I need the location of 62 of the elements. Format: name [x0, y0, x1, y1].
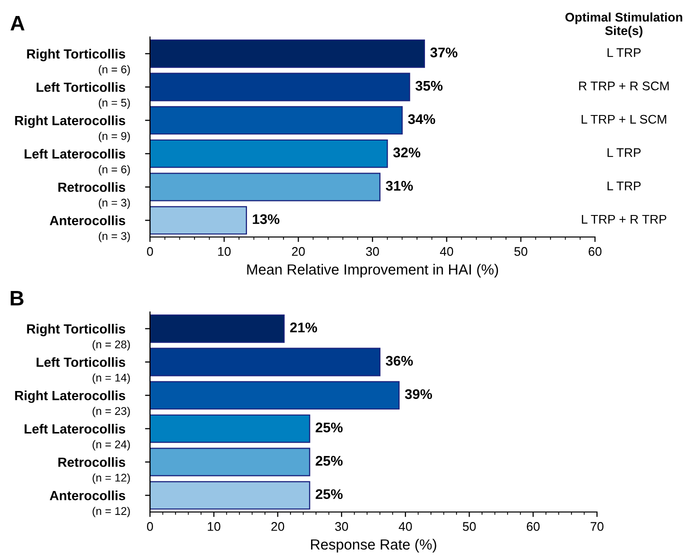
bar — [150, 139, 388, 168]
data-label: 32% — [393, 148, 420, 158]
text: L TRP — [608, 148, 641, 157]
bar — [150, 206, 247, 235]
data-label: 39% — [404, 389, 432, 400]
text: L TRP — [608, 182, 641, 190]
x-tick-label: 40 — [440, 247, 454, 256]
bar — [150, 448, 310, 476]
x-tick-label: 40 — [398, 522, 412, 531]
x-tick-label: 70 — [590, 522, 604, 531]
category-label: Right Laterocollis (n = 9) — [15, 116, 130, 142]
x-tick-label: 20 — [292, 247, 305, 256]
data-label: 34% — [408, 114, 436, 124]
bar — [150, 72, 410, 102]
category-label: Left Laterocollis (n = 6) — [24, 148, 130, 176]
category-label: Retrocollis (n = 3) — [58, 182, 130, 209]
data-label: 31% — [386, 180, 413, 191]
bar — [150, 348, 380, 376]
x-axis-title: Mean Relative Improvement in HAI (%) — [247, 264, 498, 278]
chart-title: B — [10, 291, 24, 306]
x-tick-label: 50 — [462, 522, 476, 531]
category-label: Right Laterocollis (n = 23) — [15, 390, 130, 418]
bar — [150, 481, 310, 510]
text: L TRP — [608, 48, 641, 57]
annotation: L TRP + R TRP — [582, 214, 666, 224]
bar — [150, 39, 425, 68]
data-label: 25% — [316, 422, 343, 432]
data-label: 35% — [415, 80, 443, 91]
data-label: 25% — [316, 489, 343, 500]
x-axis-title: Response Rate (%) — [311, 538, 436, 553]
x-tick-label: 30 — [366, 247, 379, 256]
data-label: 36% — [386, 356, 413, 366]
data-label: 21% — [290, 322, 318, 332]
x-tick-label: 60 — [526, 522, 540, 531]
bar — [150, 314, 285, 343]
data-label: 13% — [252, 214, 280, 224]
annotation: R TRP + R SCM — [579, 82, 669, 90]
category-label: Anterocollis (n = 12) — [50, 490, 130, 518]
category-label: Right Torticollis (n = 28) — [27, 324, 130, 351]
chart-title: A — [10, 16, 24, 30]
category-label: Right Torticollis (n = 6) — [27, 48, 130, 76]
bar — [150, 106, 403, 135]
category-label: Left Laterocollis (n = 24) — [24, 424, 130, 451]
bar — [150, 414, 310, 443]
bar — [150, 172, 380, 202]
category-label: Left Torticollis (n = 14) — [36, 357, 130, 384]
category-label: Anterocollis (n = 3) — [50, 216, 130, 242]
category-label: Left Torticollis (n = 5) — [36, 82, 130, 109]
x-tick-label: 20 — [271, 522, 284, 531]
data-label: 37% — [430, 48, 458, 58]
data-label: 25% — [316, 456, 343, 466]
x-tick-label: 0 — [147, 247, 153, 256]
category-label: Retrocollis (n = 12) — [58, 457, 130, 484]
x-tick-label: 0 — [147, 522, 153, 531]
x-tick-label: 50 — [514, 247, 528, 256]
annotation: Optimal Stimulation Site(s) — [565, 12, 682, 38]
x-tick-label: 10 — [208, 522, 220, 531]
annotation: L TRP + L SCM — [582, 114, 666, 124]
x-tick-label: 60 — [588, 247, 602, 256]
x-tick-label: 30 — [335, 522, 348, 531]
x-tick-label: 10 — [218, 247, 231, 256]
bar — [150, 381, 400, 410]
